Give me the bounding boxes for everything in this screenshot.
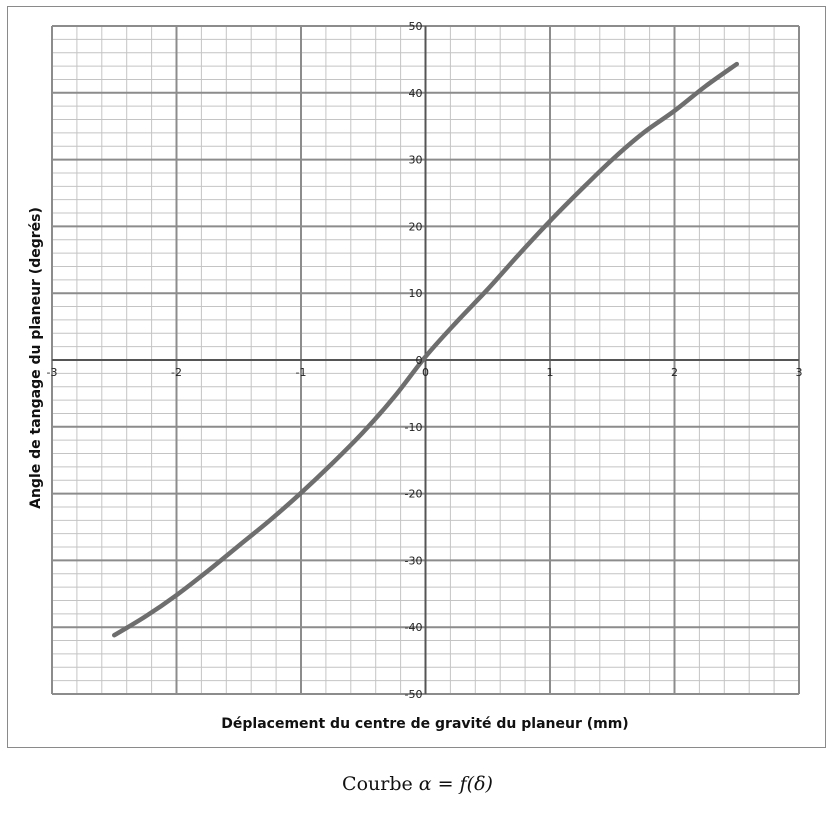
series-line <box>112 61 739 638</box>
y-tick-label: -50 <box>405 688 423 701</box>
y-axis-label: Angle de tangage du planeur (degrés) <box>28 207 44 509</box>
x-tick-label: -2 <box>171 366 182 379</box>
chart-frame <box>7 6 826 748</box>
x-tick-label: -1 <box>296 366 307 379</box>
y-tick-label: -10 <box>405 421 423 434</box>
data-series <box>112 61 739 638</box>
y-tick-label: 40 <box>409 87 423 100</box>
x-tick-label: 0 <box>422 366 429 379</box>
y-tick-label: 50 <box>409 20 423 33</box>
y-tick-label: 20 <box>409 220 423 233</box>
x-tick-label: -3 <box>47 366 58 379</box>
caption-formula: α = f(δ) <box>418 773 493 795</box>
caption-prefix: Courbe <box>342 773 413 795</box>
figure-caption: Courbe α = f(δ) <box>0 773 835 795</box>
y-tick-label: -20 <box>405 488 423 501</box>
y-tick-label: -40 <box>405 621 423 634</box>
x-axis-label: Déplacement du centre de gravité du plan… <box>221 716 628 732</box>
x-tick-label: 3 <box>796 366 803 379</box>
y-tick-label: 10 <box>409 287 423 300</box>
x-tick-label: 1 <box>547 366 554 379</box>
x-tick-label: 2 <box>671 366 678 379</box>
y-tick-label: 30 <box>409 154 423 167</box>
y-tick-label: -30 <box>405 554 423 567</box>
y-tick-label: 0 <box>416 354 423 367</box>
